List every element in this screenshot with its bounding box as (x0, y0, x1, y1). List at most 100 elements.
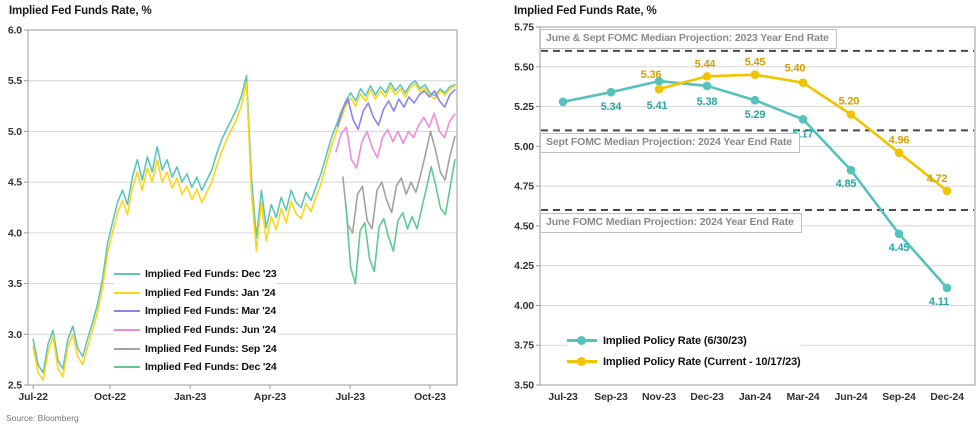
right-chart-container: Implied Fed Funds Rate, % 5.75 5.50 5.25 5.… (505, 0, 979, 433)
x-tick-label: Dec-23 (690, 391, 724, 403)
data-point (750, 70, 760, 79)
left-chart-container: Implied Fed Funds Rate, % 6.0 5.5 5.0 4.5 4.… (6, 5, 458, 423)
data-point (894, 148, 904, 157)
data-point (894, 229, 904, 239)
data-point (798, 115, 808, 124)
data-point (942, 283, 952, 293)
y-tick-label: 6.0 (8, 25, 22, 37)
y-tick-label: 2.5 (8, 380, 22, 392)
x-tick-label: Mar-24 (787, 391, 820, 403)
legend-line-sample (114, 291, 140, 294)
series-line-5 (345, 159, 456, 285)
y-tick-label: 4.5 (8, 177, 22, 189)
x-tick-label: Sep-24 (882, 391, 916, 403)
fomc-annotation-label-1: Sept FOMC Median Projection: 2024 Year E… (540, 133, 800, 154)
legend-dot (577, 336, 586, 345)
legend-dot (577, 357, 586, 366)
legend-line-sample (114, 310, 140, 313)
legend-line-sample (114, 273, 140, 276)
legend-label: Implied Policy Rate (6/30/23) (603, 334, 747, 347)
legend-label: Implied Fed Funds: Sep '24 (145, 342, 277, 355)
data-label: 4.85 (836, 178, 857, 190)
x-tick-label: Jul-23 (548, 391, 578, 403)
data-label: 5.41 (647, 100, 668, 112)
x-tick-label: Oct-23 (414, 391, 446, 403)
data-point (654, 84, 664, 94)
left-legend-item-3: Implied Fed Funds: Jun '24 (114, 320, 277, 340)
legend-label: Implied Fed Funds: Dec '24 (145, 361, 277, 374)
data-label: 5.38 (697, 96, 718, 108)
y-tick-label: 5.5 (8, 75, 22, 87)
right-legend-item-1: Implied Policy Rate (Current - 10/17/23) (567, 351, 801, 372)
left-legend-item-0: Implied Fed Funds: Dec '23 (114, 265, 277, 284)
data-point (606, 87, 616, 97)
plot-border (539, 26, 976, 386)
y-tick-label: 4.0 (8, 227, 22, 239)
data-label: 5.44 (695, 58, 717, 70)
y-tick-label: 4.25 (514, 260, 534, 272)
right-chart-plot: 5.75 5.50 5.25 5.00 4.75 4.50 4.25 4.00 3.75 3.50… (514, 22, 976, 403)
left-chart-legend: Implied Fed Funds: Dec '23 Implied Fed Fu… (114, 265, 277, 377)
legend-label: Implied Fed Funds: Jun '24 (145, 324, 277, 337)
data-point (654, 76, 664, 86)
left-legend-item-2: Implied Fed Funds: Mar '24 (114, 302, 277, 321)
left-legend-item-1: Implied Fed Funds: Jan '24 (114, 283, 277, 303)
data-label: 5.20 (839, 96, 860, 108)
data-point (942, 186, 952, 196)
data-point (846, 110, 856, 119)
x-tick-label: Nov-23 (642, 391, 676, 403)
data-point (798, 78, 808, 87)
data-label: 4.45 (889, 242, 910, 254)
series-line-4 (342, 130, 456, 234)
legend-label: Implied Fed Funds: Jan '24 (145, 286, 276, 299)
y-tick-label: 5.00 (514, 141, 534, 153)
y-tick-label: 5.50 (514, 61, 534, 73)
y-tick-label: 3.75 (514, 340, 534, 352)
data-point (702, 81, 712, 91)
legend-label: Implied Fed Funds: Dec '23 (145, 268, 277, 281)
source-note: Source: Bloomberg (6, 413, 79, 423)
left-legend-item-5: Implied Fed Funds: Dec '24 (114, 357, 277, 377)
data-label: 5.45 (745, 57, 766, 69)
y-tick-label: 5.25 (514, 101, 534, 113)
data-label: 5.40 (785, 63, 806, 75)
left-legend-item-4: Implied Fed Funds: Sep '24 (114, 339, 277, 358)
data-point (558, 97, 568, 107)
fomc-annotation-label-2: June FOMC Median Projection: 2024 Year E… (540, 212, 802, 233)
data-label: 4.11 (929, 296, 949, 308)
x-tick-label: Dec-24 (930, 391, 964, 403)
data-point (702, 72, 712, 81)
x-tick-label: Oct-22 (94, 391, 126, 403)
x-tick-label: Jun-24 (835, 391, 868, 403)
y-tick-label: 4.75 (514, 181, 534, 193)
x-tick-label: Jan-23 (174, 391, 207, 403)
y-tick-label: 3.0 (8, 329, 22, 341)
legend-line-sample (567, 336, 597, 345)
series-line-2 (336, 89, 456, 131)
legend-line-sample (114, 347, 140, 350)
series-line-0 (32, 74, 456, 374)
data-point (846, 165, 856, 175)
data-label: 5.29 (745, 109, 766, 121)
right-chart-title: Implied Fed Funds Rate, % (514, 5, 657, 17)
series-line-3 (335, 112, 456, 169)
data-point (750, 95, 760, 105)
data-label: 4.96 (889, 135, 910, 147)
left-chart-title: Implied Fed Funds Rate, % (9, 5, 152, 17)
y-tick-label: 5.0 (8, 126, 22, 138)
x-tick-label: Sep-23 (594, 391, 628, 403)
x-tick-label: Jul-22 (18, 391, 48, 403)
legend-label: Implied Fed Funds: Mar '24 (145, 305, 277, 318)
legend-line-sample (114, 329, 140, 332)
series-line-1 (32, 81, 456, 381)
plot-border (27, 29, 458, 386)
y-tick-label: 5.75 (514, 22, 534, 34)
data-label: 5.34 (601, 101, 623, 113)
legend-line-sample (114, 366, 140, 369)
x-tick-label: Jan-24 (739, 391, 772, 403)
fomc-annotation-label-0: June & Sept FOMC Median Projection: 2023… (540, 28, 837, 49)
right-chart-legend: Implied Policy Rate (6/30/23) Implied Pol… (567, 330, 801, 372)
legend-line-sample (567, 357, 597, 366)
